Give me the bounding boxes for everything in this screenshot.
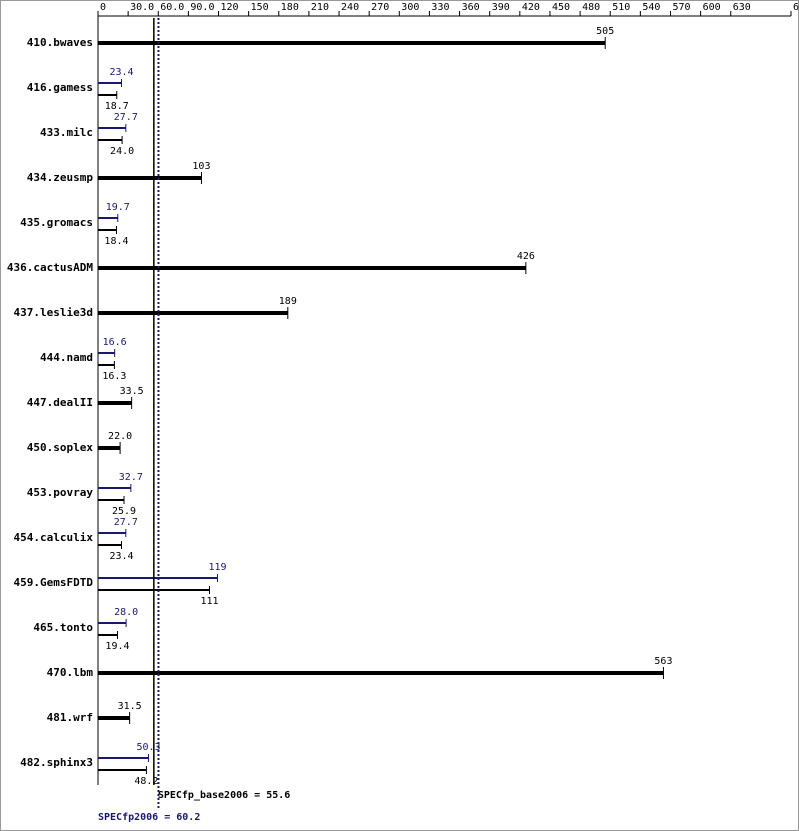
- base-bar: [98, 94, 117, 96]
- base-value-label: 18.4: [104, 236, 128, 247]
- x-tick-label: 420: [522, 2, 540, 13]
- peak-value-label: 32.7: [119, 472, 143, 483]
- base-value-label: 103: [192, 161, 210, 172]
- base-bar: [98, 41, 606, 45]
- base-value-label: 23.4: [109, 551, 133, 562]
- base-value-label: 31.5: [118, 701, 142, 712]
- peak-value-label: 27.7: [114, 517, 138, 528]
- base-bar: [98, 311, 288, 315]
- peak-value-label: 50.3: [136, 742, 160, 753]
- x-tick-label: 570: [672, 2, 690, 13]
- peak-bar: [98, 217, 118, 219]
- benchmark-label: 447.dealII: [27, 396, 93, 409]
- x-tick-label: 630: [733, 2, 751, 13]
- peak-value-label: 119: [208, 562, 226, 573]
- base-bar: [98, 229, 117, 231]
- base-value-label: 24.0: [110, 146, 134, 157]
- reference-label: SPECfp_base2006 = 55.6: [158, 790, 290, 801]
- benchmark-label: 470.lbm: [47, 666, 94, 679]
- x-tick-label: 300: [401, 2, 419, 13]
- base-bar: [98, 139, 123, 141]
- base-value-label: 25.9: [112, 506, 136, 517]
- peak-bar: [98, 622, 127, 624]
- benchmark-label: 437.leslie3d: [14, 306, 93, 319]
- peak-value-label: 23.4: [109, 67, 133, 78]
- peak-bar: [98, 352, 115, 354]
- peak-value-label: 28.0: [114, 607, 138, 618]
- peak-bar: [98, 82, 122, 84]
- base-bar: [98, 266, 526, 270]
- x-tick-label: 240: [341, 2, 359, 13]
- peak-bar: [98, 757, 149, 759]
- benchmark-label: 459.GemsFDTD: [14, 576, 94, 589]
- benchmark-label: 453.povray: [27, 486, 94, 499]
- x-tick-label: 150: [251, 2, 269, 13]
- base-value-label: 111: [200, 596, 218, 607]
- benchmark-label: 454.calculix: [14, 531, 94, 544]
- base-bar: [98, 716, 130, 720]
- base-bar: [98, 364, 115, 366]
- peak-bar: [98, 487, 131, 489]
- base-value-label: 33.5: [120, 386, 144, 397]
- base-value-label: 18.7: [105, 101, 129, 112]
- reference-label: SPECfp2006 = 60.2: [98, 812, 200, 823]
- base-value-label: 22.0: [108, 431, 132, 442]
- base-bar: [98, 401, 132, 405]
- benchmark-label: 465.tonto: [33, 621, 93, 634]
- benchmark-label: 482.sphinx3: [20, 756, 93, 769]
- base-bar: [98, 769, 147, 771]
- peak-value-label: 19.7: [106, 202, 130, 213]
- x-tick-label: 60.0: [160, 2, 184, 13]
- peak-bar: [98, 127, 126, 129]
- base-value-label: 48.2: [134, 776, 158, 787]
- x-tick-label: 90.0: [190, 2, 214, 13]
- base-bar: [98, 446, 121, 450]
- base-value-label: 189: [279, 296, 297, 307]
- x-tick-label: 180: [281, 2, 299, 13]
- peak-value-label: 27.7: [114, 112, 138, 123]
- x-tick-label: 390: [492, 2, 510, 13]
- x-tick-label: 0: [100, 2, 106, 13]
- x-tick-label: 600: [703, 2, 721, 13]
- x-tick-label: 480: [582, 2, 600, 13]
- base-value-label: 19.4: [105, 641, 129, 652]
- x-tick-label: 510: [612, 2, 630, 13]
- benchmark-label: 450.soplex: [27, 441, 94, 454]
- base-value-label: 426: [517, 251, 535, 262]
- base-value-label: 505: [596, 26, 614, 37]
- base-bar: [98, 634, 118, 636]
- x-tick-label: 690: [793, 2, 799, 13]
- x-tick-label: 120: [221, 2, 239, 13]
- base-value-label: 16.3: [102, 371, 126, 382]
- base-bar: [98, 671, 664, 675]
- benchmark-label: 435.gromacs: [20, 216, 93, 229]
- benchmark-label: 481.wrf: [47, 711, 93, 724]
- x-tick-label: 30.0: [130, 2, 154, 13]
- base-bar: [98, 544, 122, 546]
- benchmark-label: 444.namd: [40, 351, 93, 364]
- benchmark-label: 434.zeusmp: [27, 171, 94, 184]
- base-value-label: 563: [654, 656, 672, 667]
- benchmark-label: 436.cactusADM: [7, 261, 93, 274]
- x-tick-label: 360: [462, 2, 480, 13]
- peak-bar: [98, 532, 126, 534]
- base-bar: [98, 176, 202, 180]
- x-tick-label: 270: [371, 2, 389, 13]
- benchmark-label: 410.bwaves: [27, 36, 93, 49]
- benchmark-label: 433.milc: [40, 126, 93, 139]
- benchmark-label: 416.gamess: [27, 81, 93, 94]
- x-tick-label: 210: [311, 2, 329, 13]
- base-bar: [98, 499, 125, 501]
- x-tick-label: 330: [431, 2, 449, 13]
- x-tick-label: 450: [552, 2, 570, 13]
- peak-value-label: 16.6: [103, 337, 127, 348]
- x-tick-label: 540: [642, 2, 660, 13]
